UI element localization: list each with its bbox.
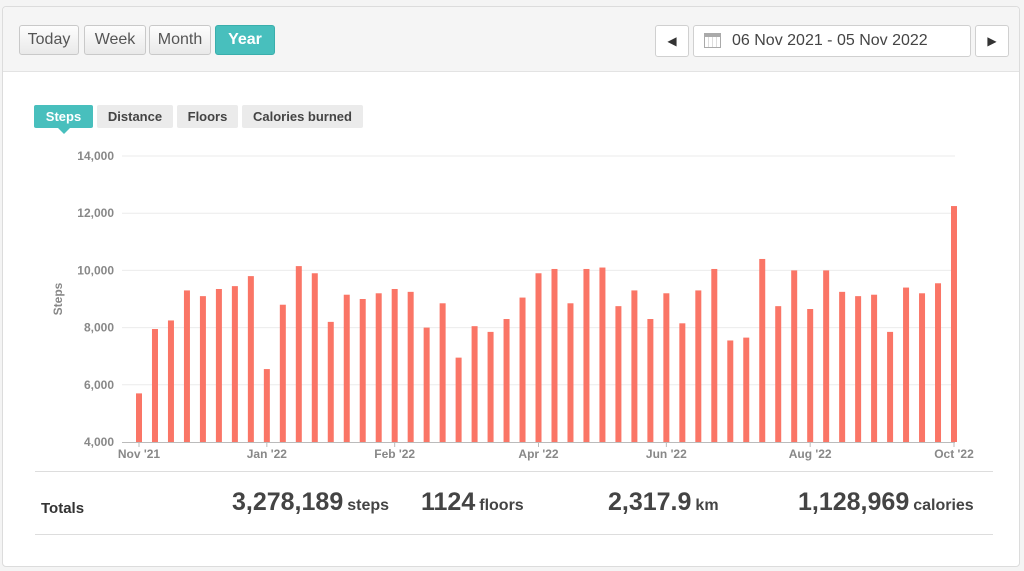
bar-48 xyxy=(903,287,910,442)
bar-11 xyxy=(311,273,318,442)
y-tick-label: 14,000 xyxy=(77,149,114,163)
total-floors-value: 1124 xyxy=(421,488,476,516)
total-distance-value: 2,317.9 xyxy=(608,488,692,516)
tab-calories-burned[interactable]: Calories burned xyxy=(242,105,363,128)
total-calories-unit: calories xyxy=(913,497,974,514)
bar-33 xyxy=(663,293,670,442)
x-tick-label: Oct '22 xyxy=(934,447,974,461)
y-axis-label: Steps xyxy=(51,282,65,315)
bar-17 xyxy=(407,291,414,442)
totals-label: Totals xyxy=(41,500,85,517)
bar-38 xyxy=(743,337,750,442)
bar-40 xyxy=(775,306,782,442)
bar-18 xyxy=(423,327,430,442)
steps-report-card: Today Week Month Year ◀ 06 Nov 2021 - 05… xyxy=(2,6,1020,567)
bar-37 xyxy=(727,340,734,442)
total-steps-unit: steps xyxy=(347,497,390,514)
previous-period-button[interactable]: ◀ xyxy=(655,25,689,57)
total-floors-unit: floors xyxy=(479,497,524,514)
total-calories: 1,128,969 calories xyxy=(798,488,974,517)
x-tick-label: Aug '22 xyxy=(789,447,832,461)
y-tick-label: 8,000 xyxy=(84,321,114,335)
y-tick-label: 6,000 xyxy=(84,378,114,392)
bar-24 xyxy=(519,297,526,442)
tab-steps[interactable]: Steps xyxy=(34,105,93,134)
bar-26 xyxy=(551,268,558,442)
x-tick-label: Jan '22 xyxy=(247,447,288,461)
x-tick-label: Feb '22 xyxy=(374,447,415,461)
bar-36 xyxy=(711,268,718,442)
bar-43 xyxy=(823,270,830,442)
bar-9 xyxy=(279,304,286,442)
y-tick-label: 12,000 xyxy=(77,206,114,220)
next-period-button[interactable]: ▶ xyxy=(975,25,1009,57)
period-today-button[interactable]: Today xyxy=(19,25,79,55)
period-year-button[interactable]: Year xyxy=(215,25,275,55)
bar-47 xyxy=(887,331,894,442)
bar-21 xyxy=(471,326,478,442)
bar-7 xyxy=(247,276,254,442)
total-distance: 2,317.9 km xyxy=(608,488,719,517)
bar-50 xyxy=(935,283,942,442)
bar-2 xyxy=(167,320,174,442)
period-week-button[interactable]: Week xyxy=(84,25,146,55)
steps-bar-chart: 4,000 6,000 8,000 10,000 12,000 14,000 Nov '21… xyxy=(51,149,974,461)
y-tick-label: 4,000 xyxy=(84,435,114,449)
total-steps: 3,278,189 steps xyxy=(232,488,389,517)
bar-51 xyxy=(951,206,957,442)
triangle-left-icon: ◀ xyxy=(667,34,677,48)
bar-31 xyxy=(631,290,638,442)
total-floors: 1124 floors xyxy=(421,488,524,517)
bar-46 xyxy=(871,294,878,442)
bar-30 xyxy=(615,306,622,442)
bar-19 xyxy=(439,303,446,442)
bar-5 xyxy=(215,288,222,442)
x-tick-label: Nov '21 xyxy=(118,447,161,461)
bar-12 xyxy=(327,321,334,442)
bar-34 xyxy=(679,323,686,442)
date-range-field[interactable]: 06 Nov 2021 - 05 Nov 2022 xyxy=(693,25,971,57)
bar-23 xyxy=(503,319,510,442)
totals-row: Totals 3,278,189 steps 1124 floors 2,317.9… xyxy=(35,471,993,535)
bar-42 xyxy=(807,309,814,442)
bar-22 xyxy=(487,331,494,442)
triangle-right-icon: ▶ xyxy=(987,34,997,48)
date-range-text: 06 Nov 2021 - 05 Nov 2022 xyxy=(732,32,928,49)
bar-25 xyxy=(535,273,542,442)
y-tick-label: 10,000 xyxy=(77,263,114,277)
bar-6 xyxy=(231,286,238,442)
total-calories-value: 1,128,969 xyxy=(798,488,910,516)
toolbar: Today Week Month Year ◀ 06 Nov 2021 - 05… xyxy=(3,7,1019,72)
bar-8 xyxy=(263,369,270,442)
bar-27 xyxy=(567,303,574,442)
bar-49 xyxy=(919,293,926,442)
bar-16 xyxy=(391,288,398,442)
bar-10 xyxy=(295,266,302,442)
bar-44 xyxy=(839,291,846,442)
bar-29 xyxy=(599,267,606,442)
total-distance-unit: km xyxy=(695,497,719,514)
bar-13 xyxy=(343,294,350,442)
tab-distance[interactable]: Distance xyxy=(97,105,173,128)
bar-41 xyxy=(791,270,798,442)
bar-3 xyxy=(183,290,190,442)
bar-35 xyxy=(695,290,702,442)
bar-39 xyxy=(759,258,766,442)
bar-4 xyxy=(199,296,206,442)
x-tick-label: Apr '22 xyxy=(518,447,559,461)
calendar-icon xyxy=(704,33,721,48)
bar-28 xyxy=(583,268,590,442)
tab-floors[interactable]: Floors xyxy=(177,105,238,128)
bar-1 xyxy=(151,329,158,442)
bar-14 xyxy=(359,299,366,442)
bar-45 xyxy=(855,296,862,442)
bar-15 xyxy=(375,293,382,442)
bar-20 xyxy=(455,357,462,442)
bar-0 xyxy=(136,393,142,442)
x-tick-label: Jun '22 xyxy=(646,447,687,461)
bar-32 xyxy=(647,319,654,442)
period-month-button[interactable]: Month xyxy=(149,25,211,55)
total-steps-value: 3,278,189 xyxy=(232,488,344,516)
